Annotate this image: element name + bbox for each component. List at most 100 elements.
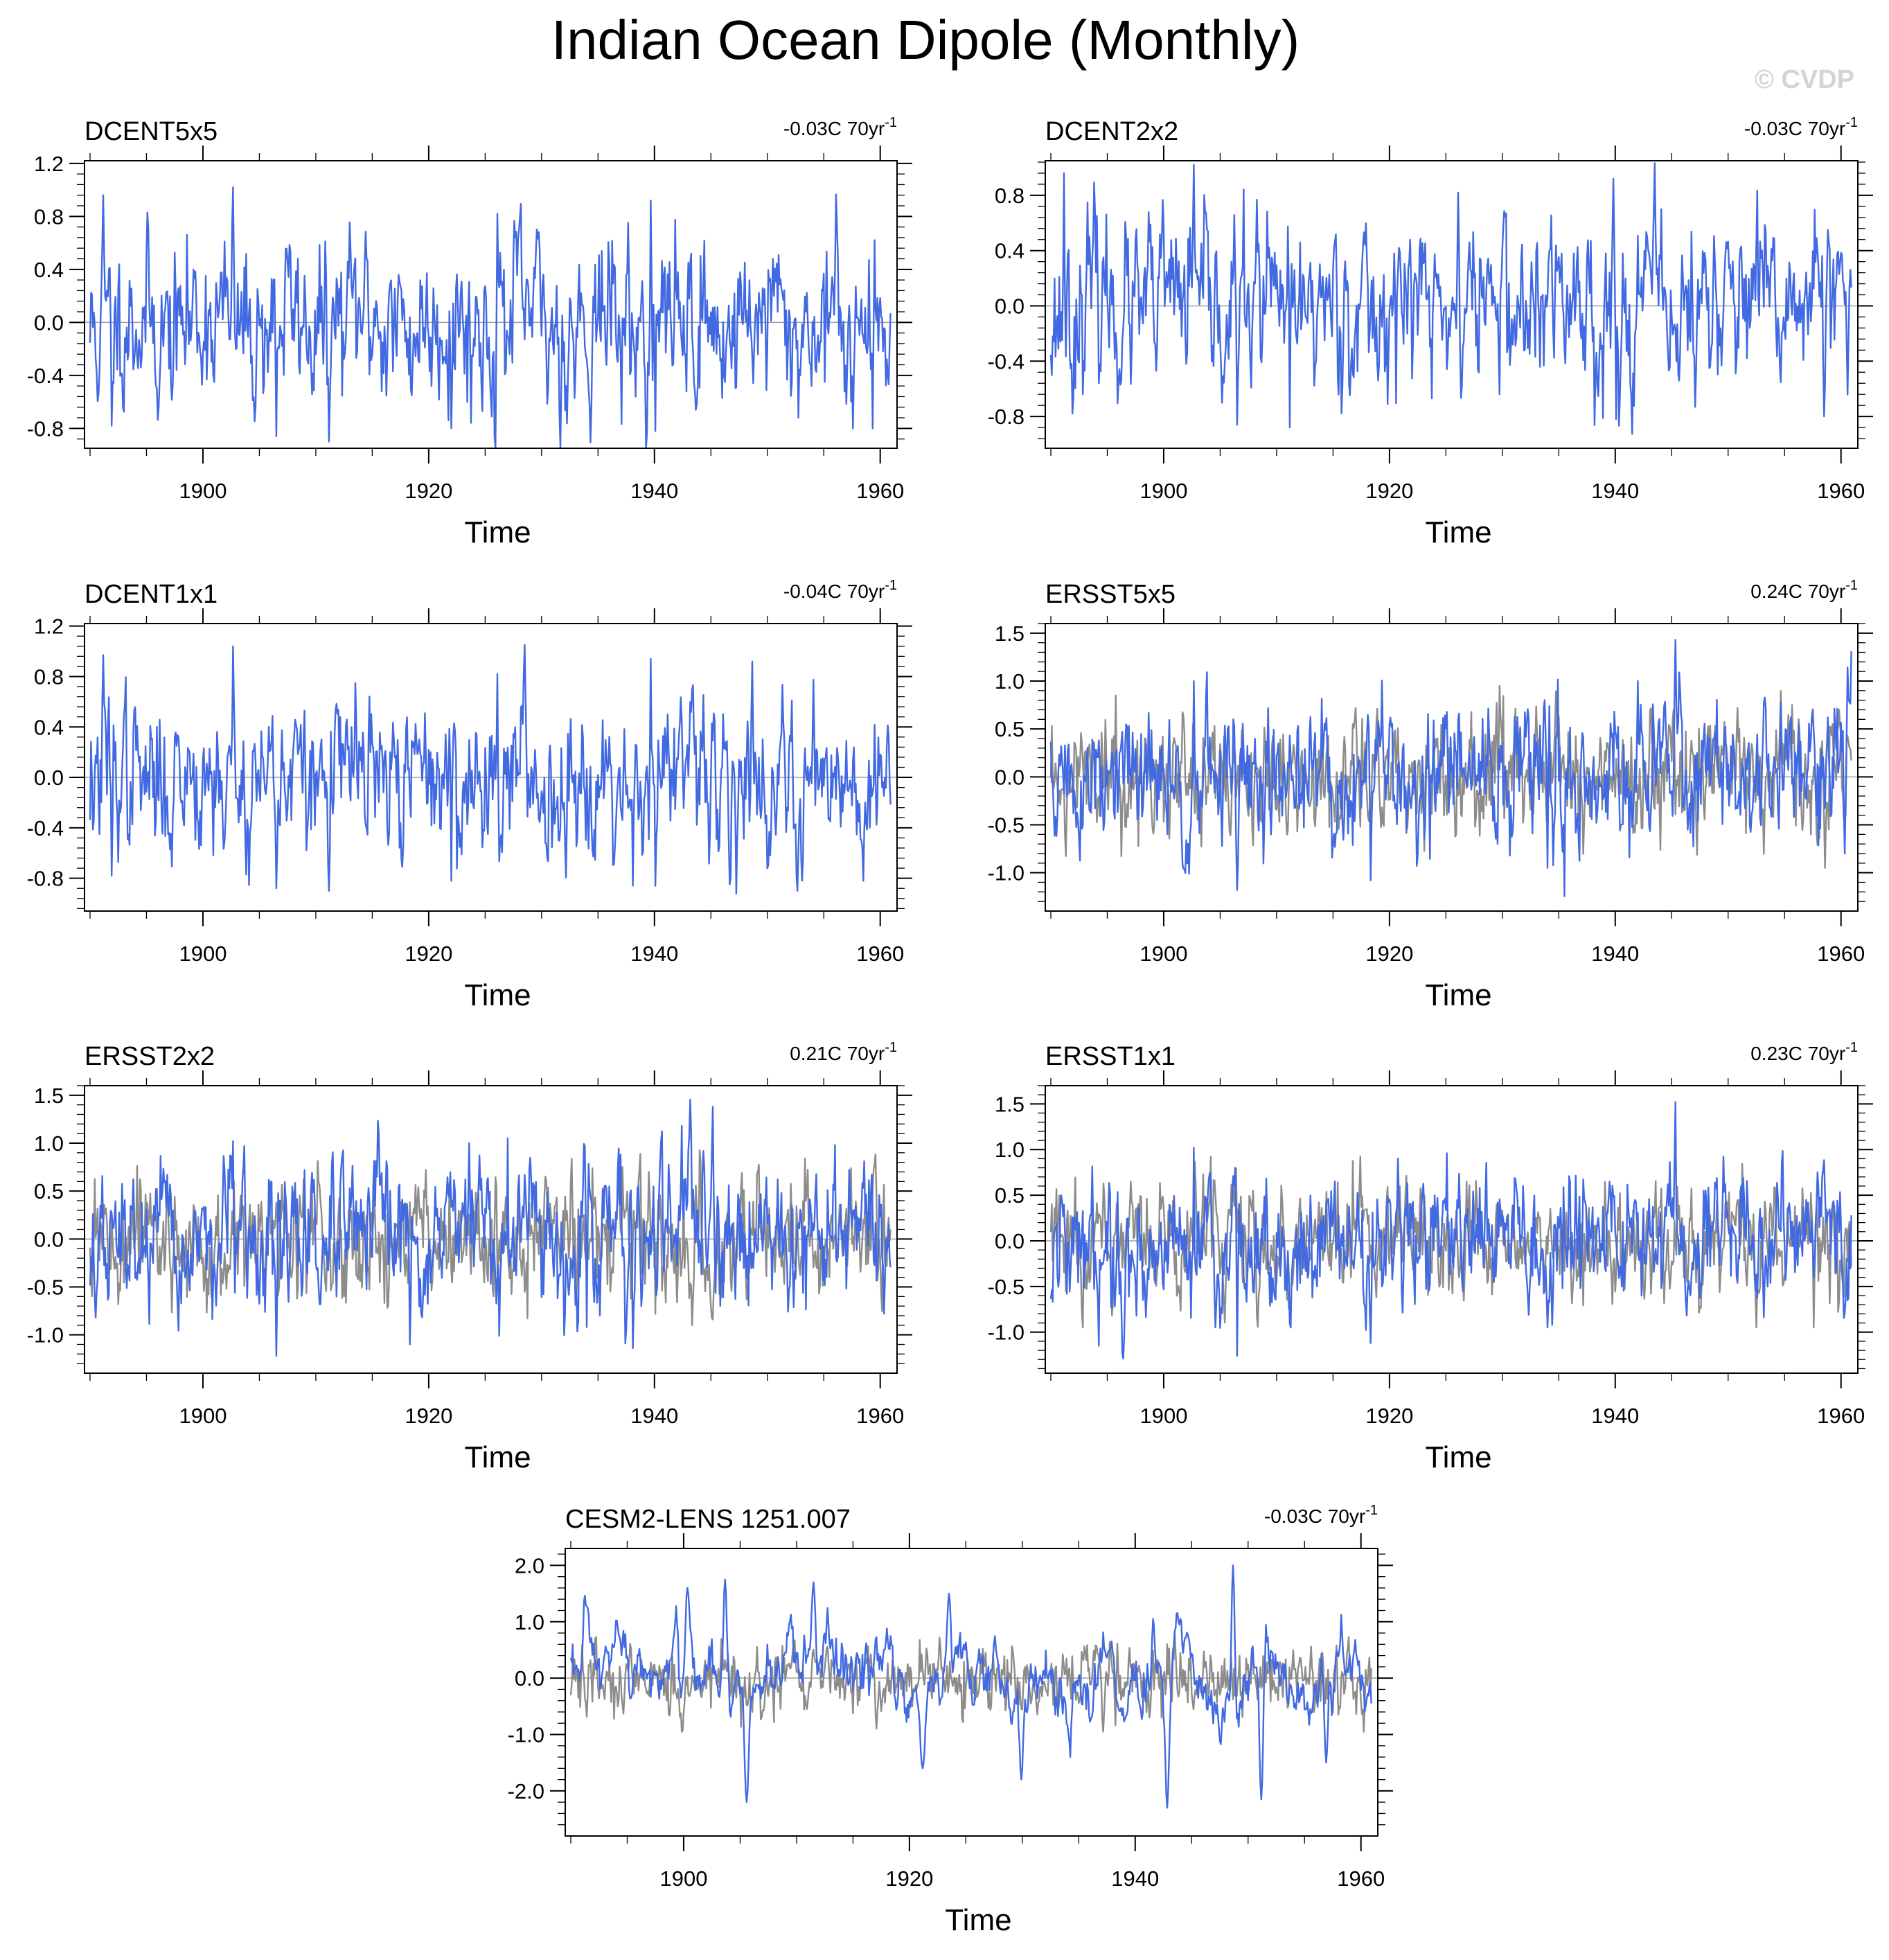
y-tick-label: 1.2 xyxy=(34,152,64,176)
y-tick-label: -2.0 xyxy=(508,1779,544,1803)
y-tick-label: 0.0 xyxy=(995,1229,1025,1253)
y-tick-label: -0.4 xyxy=(27,364,64,388)
y-tick-label: 0.0 xyxy=(34,310,64,335)
y-tick-label: 1.0 xyxy=(515,1610,544,1634)
series-group xyxy=(1049,162,1852,435)
panel-title: DCENT2x2 xyxy=(1045,117,1178,146)
trend-exponent: -1 xyxy=(1845,578,1858,593)
panel-title: DCENT5x5 xyxy=(85,117,218,146)
y-tick-label: -1.0 xyxy=(988,1321,1025,1345)
x-axis-title: Time xyxy=(1425,515,1491,549)
x-tick-label: 1900 xyxy=(179,1404,227,1428)
x-tick-label: 1940 xyxy=(630,1404,678,1428)
x-axis-title: Time xyxy=(1425,1440,1491,1474)
trend-label: 0.24C 70yr-1 xyxy=(1750,578,1858,602)
y-tick-label: 0.0 xyxy=(995,294,1025,318)
series-line xyxy=(89,1098,892,1357)
y-tick-label: -1.0 xyxy=(27,1323,64,1348)
y-tick-label: 1.5 xyxy=(995,1092,1025,1116)
y-tick-label: 1.5 xyxy=(34,1084,64,1108)
chart-panel: DCENT2x2 -0.03C 70yr-1 -0.8 -0.4 0.0 0.4 0.8 19… xyxy=(988,115,1873,549)
panel-title: CESM2-LENS 1251.007 xyxy=(565,1505,851,1534)
y-tick-label: -0.4 xyxy=(27,816,64,840)
series-group xyxy=(1049,1101,1852,1360)
chart-panel: DCENT5x5 -0.03C 70yr-1 -0.8 -0.4 0.0 0.4 0.8 1.… xyxy=(27,115,912,549)
trend-label: -0.03C 70yr-1 xyxy=(783,115,897,139)
trend-value: -0.04C 70yr xyxy=(783,581,885,602)
trend-exponent: -1 xyxy=(1365,1503,1378,1518)
x-tick-label: 1960 xyxy=(856,942,904,966)
x-tick-label: 1960 xyxy=(1817,479,1865,503)
chart-panel: ERSST2x2 0.21C 70yr-1 -1.0 -0.5 0.0 0.5 1.0 1.5… xyxy=(27,1040,912,1474)
x-axis-title: Time xyxy=(1425,978,1491,1012)
y-tick-label: 1.0 xyxy=(995,669,1025,694)
trend-exponent: -1 xyxy=(885,1040,897,1055)
y-tick-label: -1.0 xyxy=(508,1723,544,1747)
x-tick-label: 1960 xyxy=(1817,942,1865,966)
panel-title: ERSST2x2 xyxy=(85,1042,215,1071)
x-axis-title: Time xyxy=(464,515,531,549)
trend-exponent: -1 xyxy=(885,578,897,593)
plot-frame xyxy=(1045,160,1859,449)
y-tick-label: 0.4 xyxy=(34,258,64,282)
x-tick-label: 1920 xyxy=(885,1866,933,1891)
y-tick-label: 0.0 xyxy=(34,1227,64,1251)
x-tick-label: 1940 xyxy=(1591,1404,1639,1428)
y-tick-label: 1.0 xyxy=(34,1131,64,1156)
x-axis-title: Time xyxy=(945,1903,1011,1937)
x-tick-label: 1960 xyxy=(1337,1866,1385,1891)
panel-title: DCENT1x1 xyxy=(85,580,218,609)
trend-label: -0.04C 70yr-1 xyxy=(783,578,897,602)
chart-panel: ERSST5x5 0.24C 70yr-1 -1.0 -0.5 0.0 0.5 1.0 1.5… xyxy=(988,578,1873,1012)
y-tick-label: 0.5 xyxy=(995,717,1025,741)
x-tick-label: 1900 xyxy=(1139,1404,1187,1428)
trend-value: -0.03C 70yr xyxy=(783,118,885,139)
x-tick-label: 1920 xyxy=(405,1404,452,1428)
y-tick-label: 0.5 xyxy=(34,1179,64,1203)
y-tick-label: 0.0 xyxy=(515,1666,544,1690)
y-tick-label: 1.0 xyxy=(995,1138,1025,1162)
x-tick-label: 1940 xyxy=(1591,942,1639,966)
y-tick-label: -0.5 xyxy=(27,1275,64,1300)
plot-frame xyxy=(1045,1085,1859,1374)
chart-panel: ERSST1x1 0.23C 70yr-1 -1.0 -0.5 0.0 0.5 1.0 1.5… xyxy=(988,1040,1873,1474)
y-tick-label: -0.8 xyxy=(988,405,1025,429)
trend-value: 0.21C 70yr xyxy=(790,1043,885,1064)
trend-value: -0.03C 70yr xyxy=(1264,1506,1365,1527)
trend-exponent: -1 xyxy=(1845,115,1858,130)
y-tick-label: 1.2 xyxy=(34,615,64,639)
x-tick-label: 1920 xyxy=(405,479,452,503)
series-line xyxy=(89,186,892,448)
x-tick-label: 1960 xyxy=(856,479,904,503)
x-axis-title: Time xyxy=(464,1440,531,1474)
trend-value: -0.03C 70yr xyxy=(1744,118,1845,139)
y-tick-label: -0.8 xyxy=(27,416,64,441)
series-line xyxy=(1049,1101,1852,1360)
x-tick-label: 1920 xyxy=(1365,1404,1413,1428)
y-tick-label: 0.0 xyxy=(34,766,64,790)
y-tick-label: 1.5 xyxy=(995,621,1025,646)
y-tick-label: -0.5 xyxy=(988,1275,1025,1299)
x-tick-label: 1940 xyxy=(630,942,678,966)
trend-label: 0.21C 70yr-1 xyxy=(790,1040,897,1064)
panels-container: DCENT5x5 -0.03C 70yr-1-0.8-0.40.00.40.81.… xyxy=(27,115,1873,1937)
series-line xyxy=(89,644,892,894)
panel-title: ERSST5x5 xyxy=(1045,580,1176,609)
y-tick-label: 0.5 xyxy=(995,1183,1025,1208)
trend-exponent: -1 xyxy=(1845,1040,1858,1055)
y-tick-label: 0.8 xyxy=(34,204,64,229)
trend-label: -0.03C 70yr-1 xyxy=(1744,115,1858,139)
series-group xyxy=(89,644,892,894)
y-tick-label: -1.0 xyxy=(988,861,1025,885)
x-tick-label: 1940 xyxy=(1111,1866,1159,1891)
x-tick-label: 1900 xyxy=(1139,942,1187,966)
x-tick-label: 1960 xyxy=(1817,1404,1865,1428)
y-tick-label: 0.4 xyxy=(34,715,64,739)
plot-frame xyxy=(565,1548,1378,1837)
x-tick-label: 1900 xyxy=(659,1866,707,1891)
trend-label: 0.23C 70yr-1 xyxy=(1750,1040,1858,1064)
series-line xyxy=(1049,639,1852,897)
x-tick-label: 1900 xyxy=(179,479,227,503)
chart-panel: CESM2-LENS 1251.007 -0.03C 70yr-1 -2.0 -1.0… xyxy=(508,1503,1393,1937)
